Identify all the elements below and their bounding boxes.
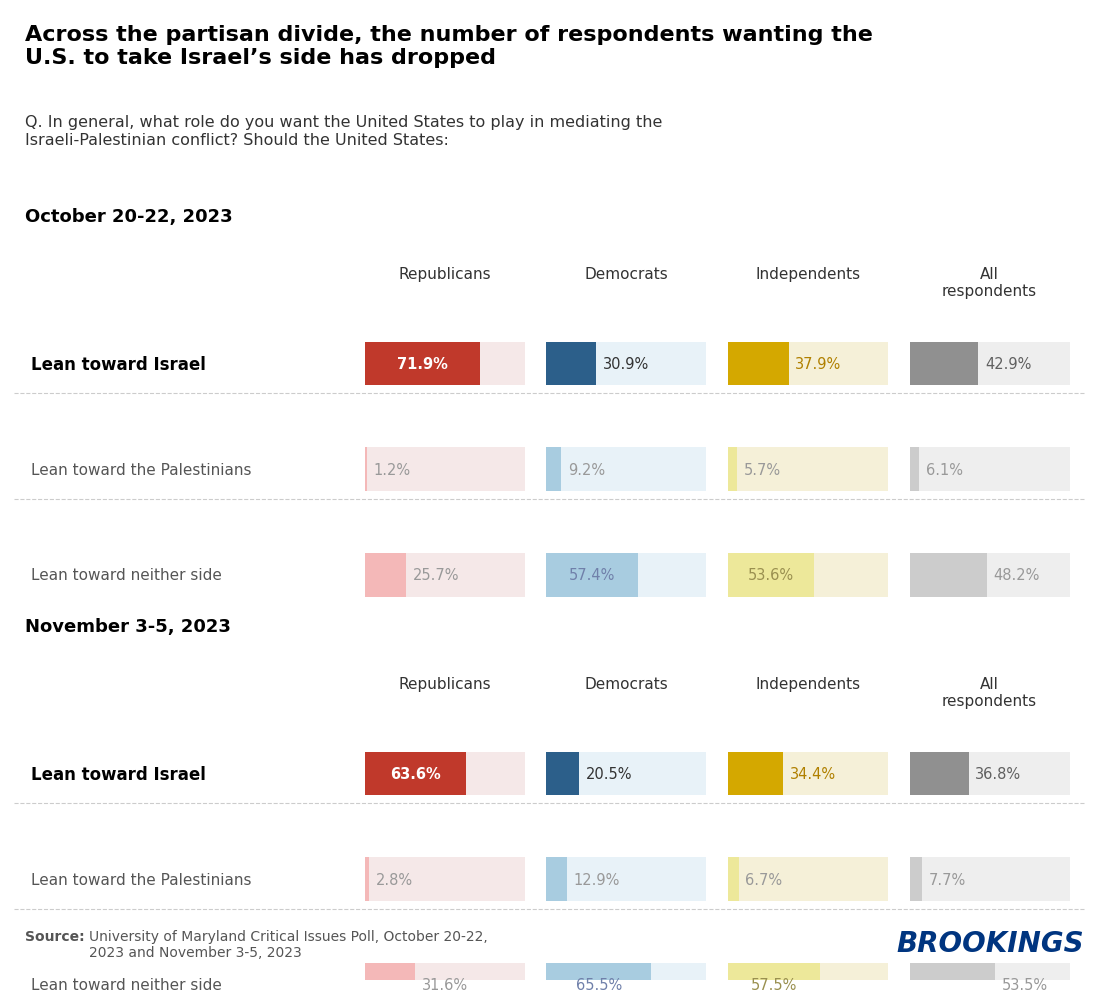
Bar [909,858,1070,902]
Text: 53.6%: 53.6% [748,568,794,582]
Text: Lean toward Israel: Lean toward Israel [30,355,205,374]
Text: Republicans: Republicans [399,676,491,691]
Bar [728,343,888,386]
Bar [909,343,978,386]
Text: 7.7%: 7.7% [928,872,965,887]
Text: 9.2%: 9.2% [568,462,605,477]
Text: 36.8%: 36.8% [976,766,1021,781]
Text: 48.2%: 48.2% [993,568,1039,582]
Text: 65.5%: 65.5% [576,977,622,992]
Bar [365,963,524,994]
Text: Lean toward the Palestinians: Lean toward the Palestinians [30,462,251,477]
Text: 2.8%: 2.8% [376,872,413,887]
Bar [547,554,638,597]
Bar [909,963,1070,994]
Text: Across the partisan divide, the number of respondents wanting the
U.S. to take I: Across the partisan divide, the number o… [25,25,872,69]
Text: 30.9%: 30.9% [603,357,648,372]
Bar [547,343,707,386]
Bar [728,554,814,597]
Bar [547,858,707,902]
Bar [365,858,524,902]
Text: University of Maryland Critical Issues Poll, October 20-22,
2023 and November 3-: University of Maryland Critical Issues P… [88,929,487,959]
Bar [728,448,888,492]
Text: All
respondents: All respondents [942,266,1037,299]
Bar [547,963,651,994]
Bar [728,963,888,994]
Bar [547,752,707,795]
Text: 5.7%: 5.7% [744,462,781,477]
Bar [909,752,1070,795]
Bar [728,858,888,902]
Bar [909,448,1070,492]
Text: Lean toward neither side: Lean toward neither side [30,977,222,992]
Bar [547,554,707,597]
Bar [547,963,707,994]
Text: Independents: Independents [755,676,860,691]
Bar [909,448,920,492]
Text: 6.7%: 6.7% [746,872,783,887]
Text: 25.7%: 25.7% [412,568,459,582]
Text: Republicans: Republicans [399,266,491,281]
Text: October 20-22, 2023: October 20-22, 2023 [25,208,233,226]
Bar [547,343,596,386]
Text: All
respondents: All respondents [942,676,1037,709]
Text: 6.1%: 6.1% [926,462,963,477]
Text: 57.4%: 57.4% [569,568,616,582]
Text: Q. In general, what role do you want the United States to play in mediating the
: Q. In general, what role do you want the… [25,115,662,147]
Text: 20.5%: 20.5% [586,766,633,781]
Text: BROOKINGS: BROOKINGS [896,929,1084,957]
Bar [365,858,370,902]
Text: November 3-5, 2023: November 3-5, 2023 [25,617,231,635]
Bar [365,752,466,795]
Bar [547,858,567,902]
Bar [728,858,739,902]
Text: 53.5%: 53.5% [1002,977,1048,992]
Bar [909,858,922,902]
Bar [728,554,888,597]
Text: 34.4%: 34.4% [790,766,836,781]
Bar [547,448,561,492]
Text: Lean toward neither side: Lean toward neither side [30,568,222,582]
Bar [365,448,366,492]
Text: 31.6%: 31.6% [422,977,468,992]
Bar [909,752,969,795]
Text: 12.9%: 12.9% [573,872,620,887]
Bar [728,752,783,795]
Bar [728,448,737,492]
Text: 57.5%: 57.5% [750,977,797,992]
Text: 42.9%: 42.9% [984,357,1032,372]
Bar [365,343,524,386]
Bar [728,752,888,795]
Bar [365,448,524,492]
Bar [728,963,820,994]
Bar [547,752,579,795]
Bar [365,343,479,386]
Bar [365,554,405,597]
Text: Source:: Source: [25,929,90,943]
Text: Lean toward Israel: Lean toward Israel [30,764,205,783]
Text: Lean toward the Palestinians: Lean toward the Palestinians [30,872,251,887]
Text: Democrats: Democrats [585,676,669,691]
Text: Independents: Independents [755,266,860,281]
Text: 1.2%: 1.2% [373,462,410,477]
Text: 63.6%: 63.6% [390,766,441,781]
Bar [909,554,987,597]
Bar [365,752,524,795]
Text: 71.9%: 71.9% [396,357,448,372]
Bar [909,554,1070,597]
Text: Democrats: Democrats [585,266,669,281]
Bar [365,554,524,597]
Text: 37.9%: 37.9% [795,357,841,372]
Bar [728,343,788,386]
Bar [909,343,1070,386]
Bar [365,963,416,994]
Bar [909,963,996,994]
Bar [547,448,707,492]
